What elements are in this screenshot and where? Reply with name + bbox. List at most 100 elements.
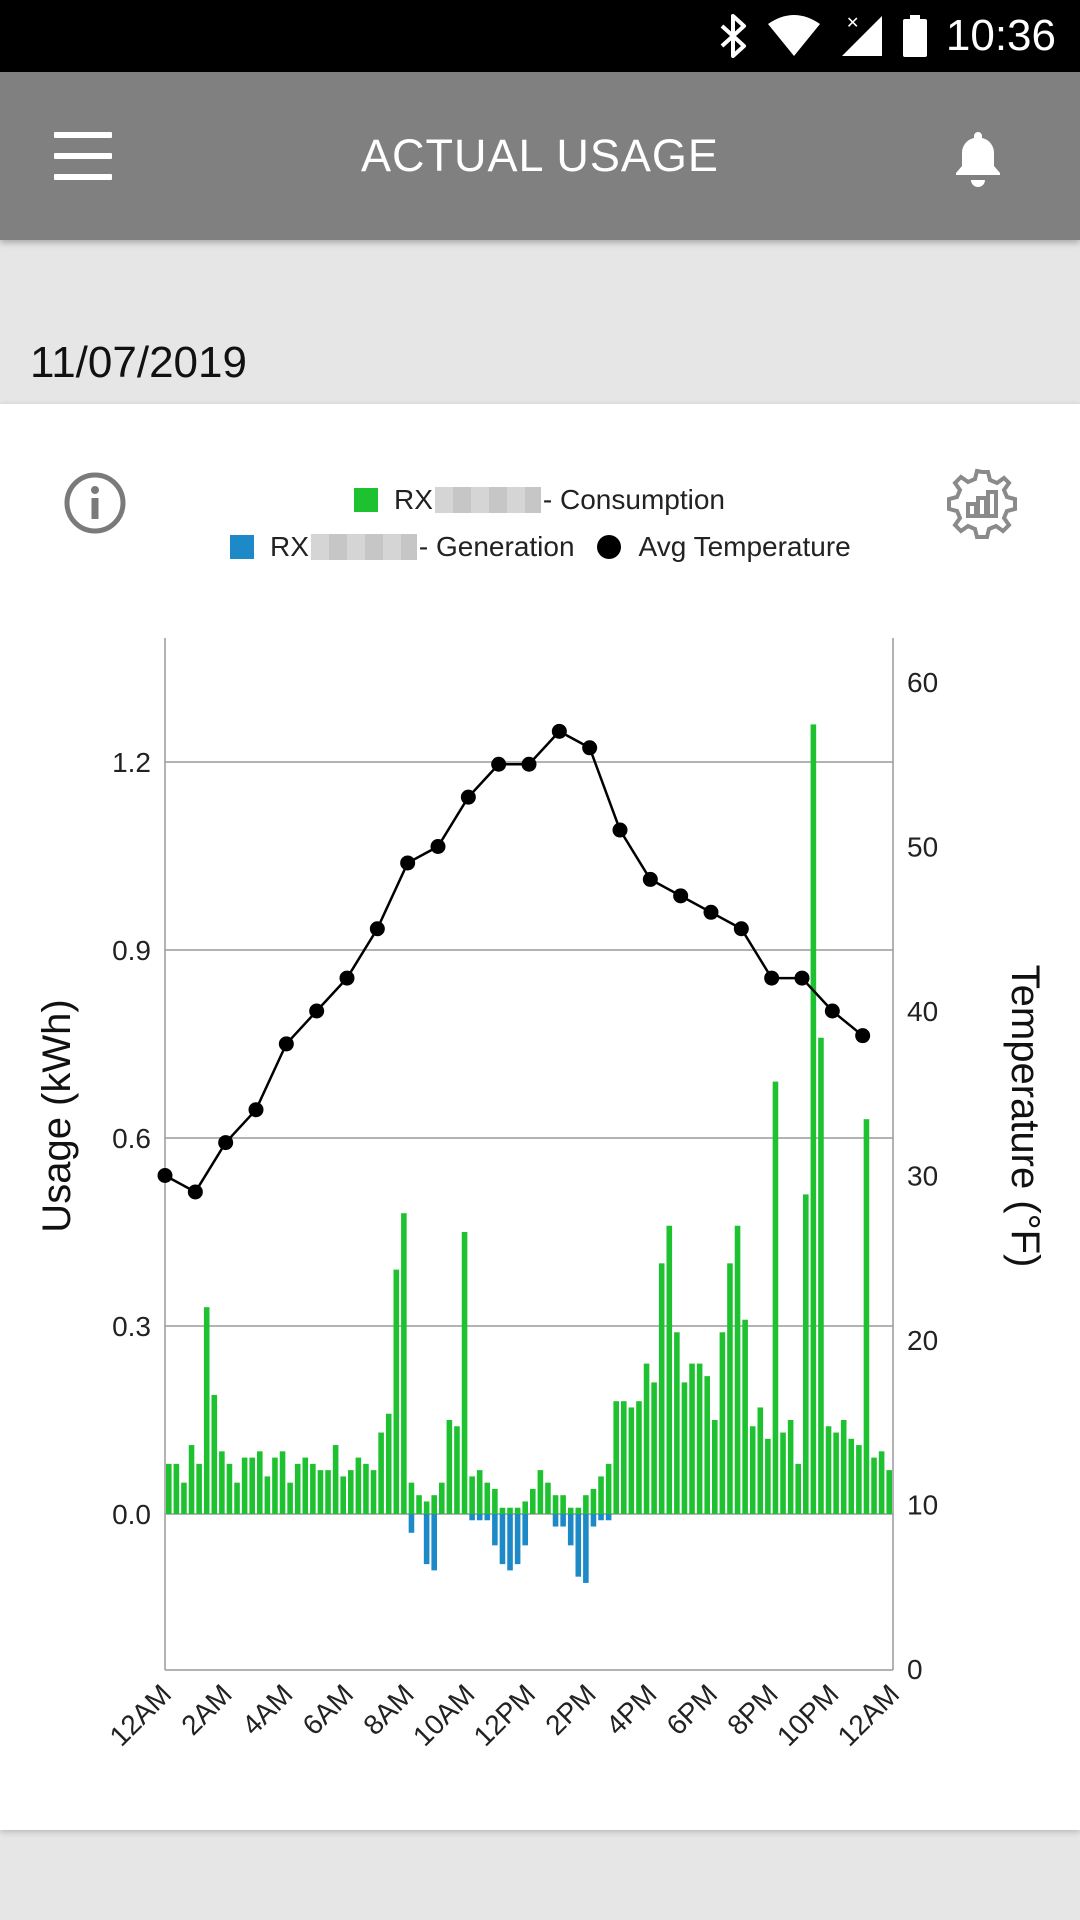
consumption-bar (765, 1438, 771, 1514)
x-tick-label: 2AM (175, 1678, 238, 1741)
consumption-bar (552, 1495, 559, 1514)
consumption-bar (780, 1432, 786, 1514)
consumption-bar (241, 1457, 248, 1514)
generation-bar (583, 1514, 589, 1583)
temperature-point (218, 1135, 234, 1151)
consumption-bar (203, 1307, 210, 1514)
temperature-point (733, 921, 749, 937)
consumption-bar (492, 1488, 498, 1514)
x-tick-label: 4PM (600, 1678, 663, 1741)
x-tick-label: 6PM (661, 1678, 724, 1741)
y2-tick-label: 20 (907, 1325, 938, 1356)
generation-bar (575, 1514, 582, 1577)
consumption-bar (787, 1420, 794, 1514)
generation-bar (408, 1514, 415, 1533)
consumption-bar (302, 1457, 309, 1514)
consumption-bar (749, 1426, 756, 1514)
temperature-point (278, 1036, 294, 1052)
bell-icon[interactable] (950, 128, 1006, 188)
consumption-bar (666, 1225, 673, 1514)
generation-bar (605, 1514, 612, 1521)
generation-bar (469, 1514, 475, 1521)
temperature-point (157, 1168, 173, 1183)
generation-bar (560, 1514, 566, 1527)
y2-tick-label: 10 (907, 1490, 938, 1521)
consumption-bar (317, 1470, 324, 1514)
legend-generation-label: - Generation (418, 531, 575, 562)
consumption-bar (613, 1401, 619, 1514)
consumption-bar (423, 1501, 430, 1514)
consumption-bar (264, 1476, 271, 1514)
y-tick-label: 0.0 (112, 1499, 151, 1530)
temperature-point (764, 970, 780, 986)
consumption-bar (348, 1470, 354, 1514)
temperature-point (248, 1102, 264, 1118)
temperature-point (642, 871, 658, 887)
consumption-bar (636, 1401, 642, 1514)
temperature-point (703, 904, 719, 920)
temperature-swatch (596, 535, 621, 559)
consumption-bar (340, 1476, 346, 1514)
consumption-bar (287, 1482, 293, 1514)
temperature-point (400, 855, 416, 871)
consumption-bar (674, 1332, 680, 1514)
redacted-meter-id (310, 534, 417, 560)
consumption-bar (272, 1457, 278, 1514)
generation-bar (484, 1514, 491, 1521)
consumption-bar (431, 1495, 437, 1514)
consumption-bar (393, 1269, 400, 1514)
y-tick-label: 0.6 (112, 1123, 151, 1154)
menu-icon[interactable] (54, 132, 112, 180)
generation-bar (598, 1514, 604, 1521)
consumption-bar (605, 1463, 612, 1514)
temperature-point (491, 756, 507, 772)
consumption-bar (325, 1470, 331, 1514)
consumption-bar (173, 1463, 180, 1514)
generation-bar (552, 1514, 559, 1527)
generation-bar (423, 1514, 430, 1565)
chart-settings-icon[interactable] (944, 466, 1020, 542)
usage-date: 11/07/2019 (30, 338, 247, 387)
consumption-bar (567, 1507, 574, 1514)
consumption-bar (696, 1363, 703, 1514)
consumption-bar (385, 1413, 392, 1514)
temperature-line (164, 729, 864, 1194)
x-tick-label: 12PM (468, 1678, 542, 1752)
generation-bar (507, 1514, 513, 1571)
consumption-bar (416, 1495, 422, 1514)
temperature-point (521, 756, 537, 772)
generation-bar (431, 1514, 437, 1571)
usage-chart: 0.00.30.60.91.2010203040506012AM2AM4AM6A… (35, 638, 1047, 1752)
consumption-bar (628, 1407, 635, 1514)
consumption-bar (886, 1470, 892, 1514)
consumption-bar (211, 1394, 218, 1514)
consumption-bar (537, 1470, 544, 1514)
battery-icon (902, 15, 927, 57)
legend-consumption-prefix: RX (394, 484, 433, 515)
y2-tick-label: 30 (907, 1161, 938, 1192)
consumption-bar (689, 1363, 695, 1514)
app-bar: ACTUAL USAGE (0, 72, 1080, 240)
temperature-point (673, 888, 689, 904)
consumption-bar (294, 1463, 301, 1514)
consumption-bar (833, 1432, 839, 1514)
consumption-bar (598, 1476, 604, 1514)
consumption-bar (499, 1507, 506, 1514)
y-tick-label: 0.9 (112, 935, 151, 966)
y-axis-title: Usage (kWh) (35, 999, 79, 1232)
x-tick-label: 4AM (236, 1678, 299, 1741)
temperature-point (582, 740, 598, 756)
temperature-point (430, 839, 446, 854)
consumption-bar (840, 1420, 847, 1514)
y2-tick-label: 50 (907, 832, 938, 863)
info-icon[interactable] (62, 470, 128, 536)
consumption-bar (757, 1407, 764, 1514)
consumption-bar (651, 1382, 657, 1514)
consumption-bar (803, 1194, 809, 1514)
consumption-bar (166, 1463, 172, 1514)
consumption-bar (279, 1451, 286, 1514)
consumption-bar (772, 1081, 779, 1514)
legend-generation-prefix: RX (270, 531, 309, 562)
consumption-bar (355, 1457, 362, 1514)
consumption-bar (681, 1382, 688, 1514)
